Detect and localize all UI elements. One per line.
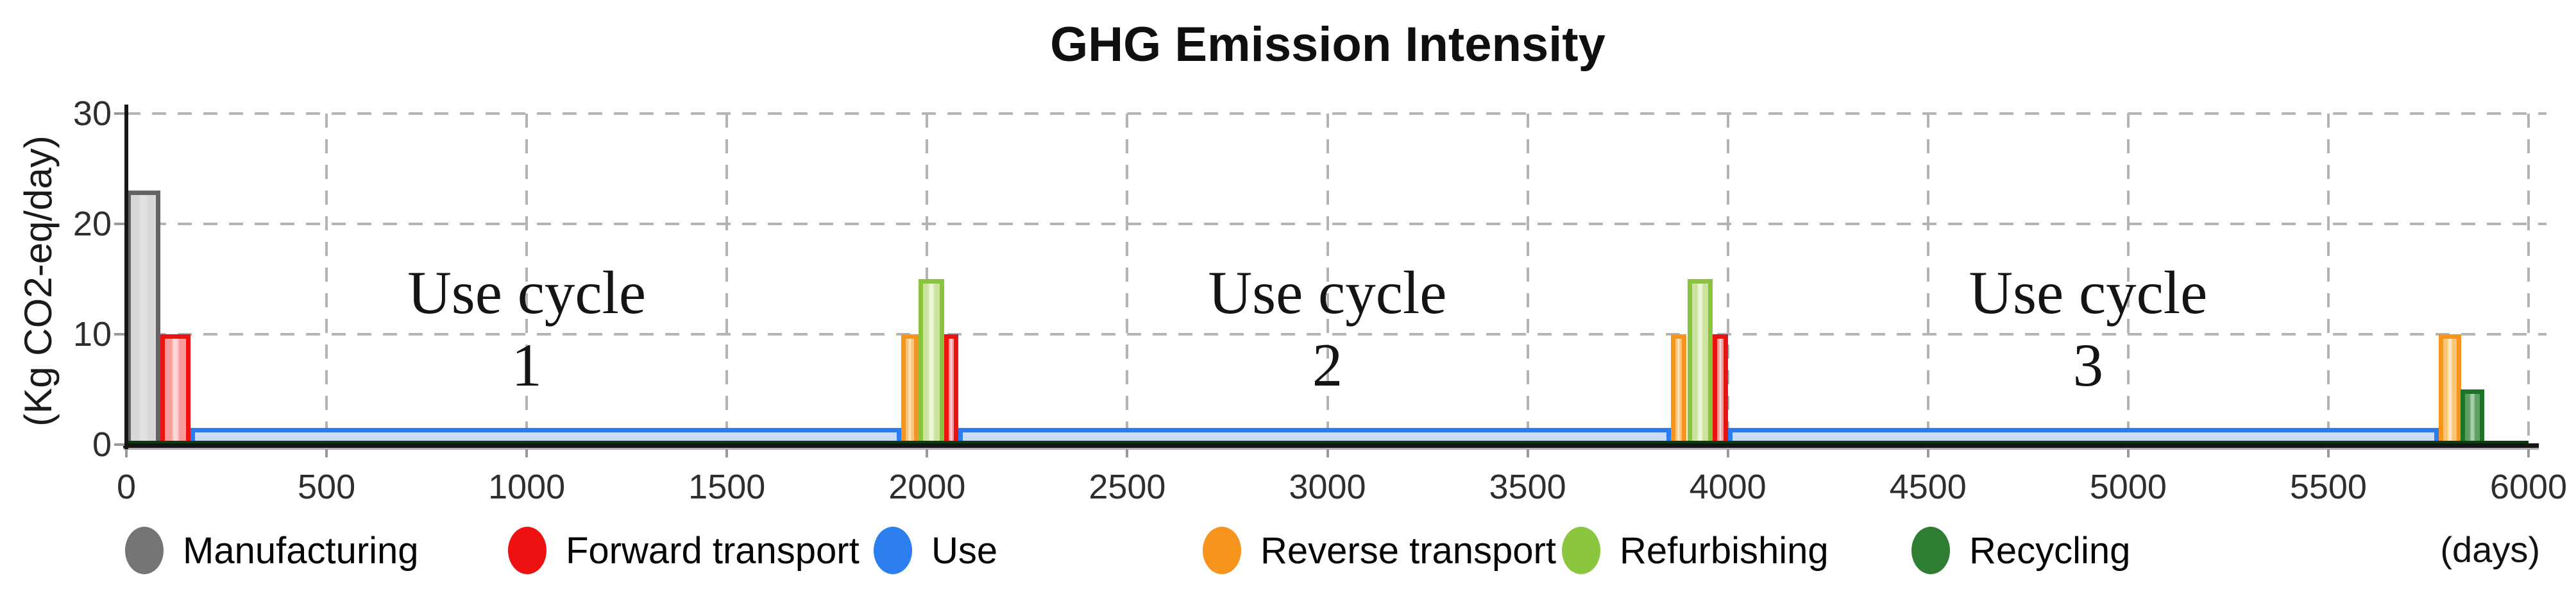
forward-transport-bar: [160, 334, 191, 447]
v-gridline-1500: [725, 114, 729, 457]
legend-item-use: Use: [874, 525, 997, 576]
forward-transport-legend-swatch-icon: [508, 527, 547, 574]
reverse-transport-bar: [901, 334, 919, 447]
x-tick-label-0: 0: [116, 468, 137, 506]
h-gridline-30: [126, 112, 2546, 115]
x-tick-mark-500: [325, 449, 328, 457]
refurbishing-bar: [918, 279, 944, 447]
use-cycle-annotation-3: Use cycle 3: [1818, 257, 2357, 402]
legend-item-recycling: Recycling: [1911, 525, 2130, 576]
reverse-transport-bar: [1671, 334, 1687, 447]
legend-label: Refurbishing: [1620, 529, 1829, 572]
x-tick-label-4500: 4500: [1889, 468, 1967, 506]
reverse-transport-bar: [2438, 334, 2462, 447]
use-cycle-annotation-1: Use cycle 1: [257, 257, 796, 402]
x-tick-mark-2000: [926, 449, 929, 457]
x-tick-mark-4000: [1726, 449, 1729, 457]
forward-transport-bar: [944, 334, 959, 447]
v-gridline-4500: [1926, 114, 1929, 457]
x-tick-mark-6000: [2527, 449, 2530, 457]
x-tick-label-5000: 5000: [2089, 468, 2167, 506]
x-tick-mark-3000: [1326, 449, 1329, 457]
legend-label: Recycling: [1969, 529, 2131, 572]
x-tick-mark-4500: [1926, 449, 1929, 457]
x-tick-label-3000: 3000: [1289, 468, 1366, 506]
chart-title: GHG Emission Intensity: [1050, 17, 1606, 72]
x-tick-label-2500: 2500: [1089, 468, 1166, 506]
legend-item-reverse-transport: Reverse transport: [1203, 525, 1556, 576]
x-tick-label-500: 500: [298, 468, 356, 506]
legend-label: Reverse transport: [1260, 529, 1556, 572]
use-cycle-number: 2: [1312, 331, 1343, 399]
y-tick-mark-10: [114, 333, 124, 336]
legend-label: Forward transport: [566, 529, 860, 572]
x-tick-mark-1000: [525, 449, 529, 457]
x-tick-mark-2500: [1126, 449, 1129, 457]
v-gridline-5500: [2326, 114, 2330, 457]
recycling-baseline: [126, 441, 2529, 446]
legend-item-manufacturing: Manufacturing: [125, 525, 419, 576]
h-gridline-10: [126, 333, 2546, 336]
y-tick-label-0: 0: [92, 425, 112, 464]
manufacturing-bar: [126, 191, 161, 447]
x-tick-mark-5000: [2126, 449, 2130, 457]
y-tick-mark-30: [114, 112, 124, 115]
use-legend-swatch-icon: [874, 527, 912, 574]
recycling-bar: [2460, 389, 2485, 447]
use-cycle-number: 1: [511, 331, 542, 399]
y-tick-label-10: 10: [72, 315, 112, 354]
use-cycle-annotation-2: Use cycle 2: [1058, 257, 1597, 402]
v-gridline-2500: [1126, 114, 1129, 457]
y-axis-line: [124, 105, 128, 449]
use-cycle-number: 3: [2072, 331, 2104, 399]
x-tick-label-1000: 1000: [488, 468, 566, 506]
recycling-legend-swatch-icon: [1911, 527, 1950, 574]
refurbishing-bar: [1688, 279, 1713, 447]
x-axis-underline: [123, 448, 2539, 450]
v-gridline-5000: [2126, 114, 2130, 457]
v-gridline-500: [325, 114, 328, 457]
x-tick-label-5500: 5500: [2289, 468, 2367, 506]
x-tick-mark-1500: [725, 449, 729, 457]
reverse-transport-legend-swatch-icon: [1203, 527, 1241, 574]
x-tick-label-4000: 4000: [1689, 468, 1767, 506]
y-tick-mark-0: [114, 443, 124, 446]
refurbishing-legend-swatch-icon: [1562, 527, 1600, 574]
y-tick-mark-20: [114, 223, 124, 225]
x-tick-label-1500: 1500: [688, 468, 766, 506]
x-axis-line: [123, 443, 2539, 448]
legend-label: Manufacturing: [183, 529, 419, 572]
x-tick-mark-0: [125, 449, 128, 457]
v-gridline-3000: [1326, 114, 1329, 457]
y-tick-label-30: 30: [72, 94, 112, 133]
forward-transport-bar: [1712, 334, 1728, 447]
x-tick-label-2000: 2000: [888, 468, 966, 506]
use-cycle-text: Use cycle: [1969, 259, 2208, 327]
use-cycle-text: Use cycle: [407, 259, 647, 327]
manufacturing-legend-swatch-icon: [125, 527, 164, 574]
x-tick-mark-3500: [1526, 449, 1529, 457]
x-tick-label-6000: 6000: [2489, 468, 2568, 506]
x-tick-label-3500: 3500: [1489, 468, 1566, 506]
legend-item-forward-transport: Forward transport: [508, 525, 860, 576]
v-gridline-1000: [525, 114, 529, 457]
y-tick-label-20: 20: [72, 205, 112, 243]
legend-item-refurbishing: Refurbishing: [1562, 525, 1829, 576]
x-axis-unit-label: (days): [2440, 529, 2540, 570]
v-gridline-3500: [1526, 114, 1529, 457]
use-cycle-text: Use cycle: [1208, 259, 1447, 327]
v-gridline-6000: [2527, 114, 2530, 457]
legend-label: Use: [931, 529, 998, 572]
v-gridline-4000: [1726, 114, 1729, 457]
h-gridline-20: [126, 223, 2546, 225]
x-tick-mark-5500: [2326, 449, 2330, 457]
